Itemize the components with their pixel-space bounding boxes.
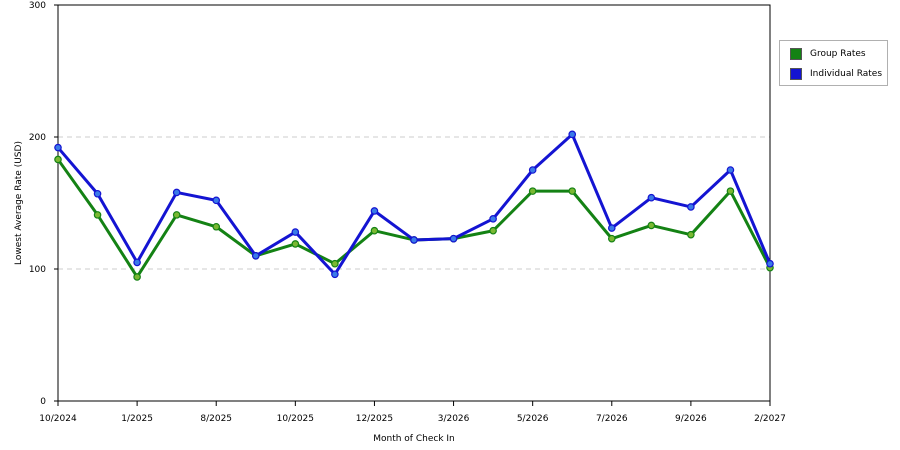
axis-layer: 0 100 200 300 10/2024 1/2025 8/2025 10/2025 12/2… — [29, 1, 786, 424]
data-point-individual-rates — [331, 270, 339, 279]
series-layer — [54, 130, 774, 281]
y-tick-label: 300 — [29, 1, 46, 11]
data-point-group-rates — [370, 226, 379, 235]
x-tick-label: 2/2027 — [754, 414, 786, 424]
legend-item-individual-rates: Individual Rates — [790, 68, 882, 80]
series-line-group-rates — [56, 158, 772, 279]
data-point-individual-rates — [410, 236, 418, 244]
data-point-individual-rates — [370, 207, 379, 215]
data-point-group-rates — [212, 222, 221, 231]
x-tick-label: 5/2026 — [517, 414, 549, 424]
data-point-group-rates — [528, 187, 537, 195]
series-line-individual-rates — [56, 132, 772, 276]
data-point-individual-rates — [489, 215, 497, 223]
data-point-individual-rates — [133, 258, 141, 267]
data-point-individual-rates — [607, 224, 616, 232]
legend-item-group-rates: Group Rates — [790, 48, 866, 60]
data-point-group-rates — [172, 211, 181, 219]
data-point-individual-rates — [687, 203, 695, 211]
data-point-individual-rates — [291, 228, 300, 236]
data-point-individual-rates — [54, 143, 62, 152]
data-point-individual-rates — [93, 189, 102, 198]
data-point-group-rates — [291, 240, 300, 248]
legend: Group Rates Individual Rates — [779, 40, 888, 86]
data-point-individual-rates — [212, 196, 221, 205]
x-tick-label: 12/2025 — [356, 414, 393, 424]
plot-area-frame — [57, 4, 771, 402]
data-point-group-rates — [687, 230, 695, 239]
data-point-group-rates — [93, 211, 102, 219]
data-point-individual-rates — [528, 166, 537, 174]
data-point-individual-rates — [568, 130, 577, 139]
y-tick-label: 0 — [40, 397, 46, 407]
data-point-group-rates — [331, 259, 339, 268]
data-point-group-rates — [54, 155, 62, 164]
x-tick-label: 7/2026 — [596, 414, 628, 424]
data-point-group-rates — [647, 221, 656, 230]
data-point-group-rates — [607, 234, 616, 243]
data-point-individual-rates — [647, 193, 656, 202]
legend-label-group-rates: Group Rates — [810, 49, 866, 59]
y-tick-label: 100 — [29, 265, 46, 275]
data-point-group-rates — [489, 226, 497, 235]
grid-layer — [58, 136, 770, 270]
x-tick-label: 8/2025 — [200, 414, 232, 424]
data-point-individual-rates — [726, 166, 735, 174]
data-point-group-rates — [726, 187, 735, 195]
legend-swatch-individual-rates — [790, 68, 802, 80]
x-tick-label: 10/2025 — [277, 414, 314, 424]
legend-swatch-group-rates — [790, 48, 802, 60]
x-tick-label: 9/2026 — [675, 414, 707, 424]
data-point-group-rates — [568, 187, 577, 195]
legend-label-individual-rates: Individual Rates — [810, 69, 883, 79]
data-point-individual-rates — [172, 188, 181, 197]
x-tick-label: 3/2026 — [438, 414, 470, 424]
data-point-individual-rates — [766, 259, 774, 268]
x-tick-label: 10/2024 — [39, 414, 77, 424]
x-axis-title: Month of Check In — [373, 434, 455, 444]
data-point-group-rates — [133, 273, 141, 281]
y-axis-title: Lowest Average Rate (USD) — [14, 141, 24, 265]
data-point-individual-rates — [449, 234, 458, 243]
x-tick-label: 1/2025 — [121, 414, 153, 424]
data-point-individual-rates — [251, 252, 260, 260]
y-tick-label: 200 — [29, 133, 46, 143]
